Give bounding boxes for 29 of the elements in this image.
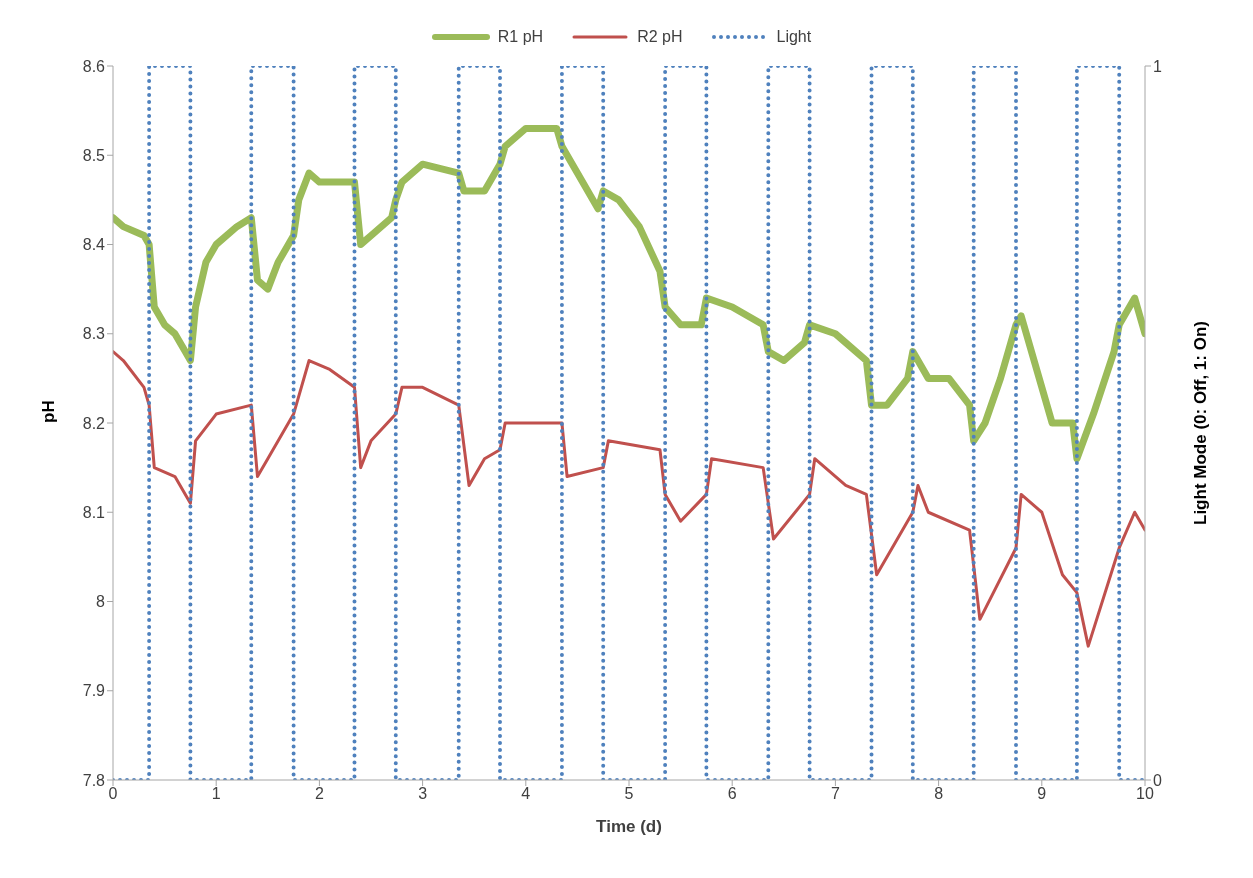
legend-label: R1 pH [497, 28, 544, 46]
y-tick-label: 7.9 [82, 682, 106, 700]
y-axis-title: pH [39, 400, 59, 423]
legend-label: R2 pH [637, 28, 683, 46]
y2-axis-title: Light Mode (0: Off, 1: On) [1191, 321, 1211, 525]
x-tick-label: 6 [727, 785, 737, 803]
y-tick-label: 8.1 [82, 503, 106, 521]
x-tick-label: 4 [521, 785, 531, 803]
legend-label: Light [776, 28, 812, 46]
x-tick-label: 2 [314, 785, 324, 803]
y2-tick-label: 1 [1153, 57, 1162, 75]
y-tick-label: 8.6 [82, 57, 106, 75]
x-axis-title: Time (d) [596, 817, 662, 836]
x-tick-label: 9 [1037, 785, 1047, 803]
x-tick-label: 5 [624, 785, 634, 803]
y-tick-label: 8.2 [82, 414, 106, 432]
x-tick-label: 0 [108, 785, 118, 803]
y-tick-label: 8.3 [82, 325, 106, 343]
y-tick-label: 7.8 [82, 771, 106, 789]
x-tick-label: 3 [418, 785, 428, 803]
y-tick-label: 8.4 [82, 236, 106, 254]
x-tick-label: 7 [830, 785, 840, 803]
x-tick-label: 1 [211, 785, 221, 803]
line-series [113, 350, 1145, 648]
y-tick-label: 8.5 [82, 146, 106, 164]
x-tick-label: 8 [934, 785, 944, 803]
x-tick-label: 10 [1136, 785, 1154, 803]
y-tick-label: 8 [96, 593, 106, 611]
y2-tick-label: 0 [1153, 771, 1162, 789]
